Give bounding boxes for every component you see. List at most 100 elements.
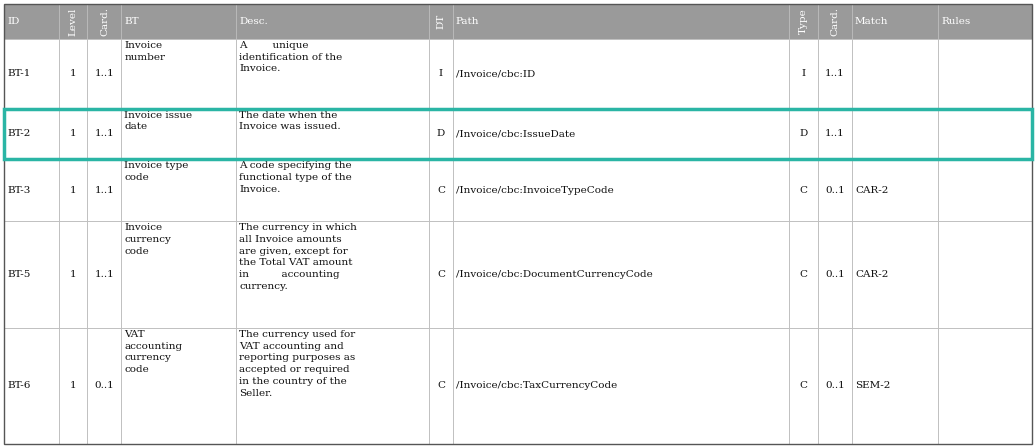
Bar (818, 109, 852, 159)
Bar (938, 159, 1032, 221)
Text: 1: 1 (69, 270, 77, 279)
Text: 0..1: 0..1 (94, 381, 114, 390)
Text: 1..1: 1..1 (94, 185, 114, 194)
Text: Match: Match (855, 17, 889, 26)
Text: Invoice
currency
code: Invoice currency code (124, 223, 171, 256)
Text: C: C (800, 381, 808, 390)
Bar (59, 327, 87, 444)
Text: I: I (802, 69, 806, 78)
Text: Invoice
number: Invoice number (124, 41, 166, 62)
Bar (87, 39, 121, 109)
Text: The currency used for
VAT accounting and
reporting purposes as
accepted or requi: The currency used for VAT accounting and… (239, 330, 355, 398)
Bar (236, 39, 429, 109)
Bar (789, 221, 818, 327)
Text: 1: 1 (69, 381, 77, 390)
Text: Desc.: Desc. (239, 17, 268, 26)
Bar (87, 221, 121, 327)
Text: 0..1: 0..1 (825, 381, 845, 390)
Bar (87, 109, 121, 159)
Text: D: D (437, 129, 445, 138)
Bar (938, 4, 1032, 39)
Text: 1..1: 1..1 (94, 69, 114, 78)
Bar (789, 4, 818, 39)
Text: C: C (800, 270, 808, 279)
Bar (429, 221, 453, 327)
Text: /Invoice/cbc:ID: /Invoice/cbc:ID (456, 69, 535, 78)
Text: 1..1: 1..1 (825, 129, 845, 138)
Text: BT-5: BT-5 (7, 270, 30, 279)
Text: 1..1: 1..1 (94, 270, 114, 279)
Bar (121, 327, 236, 444)
Bar (938, 39, 1032, 109)
Text: BT-3: BT-3 (7, 185, 30, 194)
Text: Type: Type (799, 9, 808, 34)
Bar (938, 109, 1032, 159)
Text: 1: 1 (69, 69, 77, 78)
Bar (453, 327, 789, 444)
Bar (818, 327, 852, 444)
Text: 0..1: 0..1 (825, 185, 845, 194)
Bar (789, 327, 818, 444)
Bar (121, 109, 236, 159)
Bar (453, 221, 789, 327)
Text: BT: BT (124, 17, 139, 26)
Bar (59, 159, 87, 221)
Bar (789, 159, 818, 221)
Bar (852, 39, 938, 109)
Bar (852, 109, 938, 159)
Text: 1..1: 1..1 (94, 129, 114, 138)
Bar (789, 39, 818, 109)
Text: Path: Path (456, 17, 480, 26)
Text: ID: ID (7, 17, 20, 26)
Text: A        unique
identification of the
Invoice.: A unique identification of the Invoice. (239, 41, 343, 73)
Bar (429, 4, 453, 39)
Bar (453, 159, 789, 221)
Bar (236, 109, 429, 159)
Bar (4, 4, 59, 39)
Bar (4, 109, 1032, 159)
Text: A code specifying the
functional type of the
Invoice.: A code specifying the functional type of… (239, 161, 352, 194)
Text: 1: 1 (69, 185, 77, 194)
Text: CAR-2: CAR-2 (855, 270, 888, 279)
Bar (236, 327, 429, 444)
Bar (4, 109, 59, 159)
Bar (429, 159, 453, 221)
Bar (59, 221, 87, 327)
Text: 1: 1 (69, 129, 77, 138)
Bar (87, 159, 121, 221)
Text: DT: DT (436, 14, 445, 29)
Bar (818, 4, 852, 39)
Text: C: C (437, 185, 445, 194)
Bar (4, 159, 59, 221)
Bar (121, 221, 236, 327)
Bar (236, 221, 429, 327)
Text: SEM-2: SEM-2 (855, 381, 890, 390)
Text: C: C (437, 270, 445, 279)
Text: C: C (800, 185, 808, 194)
Bar (852, 221, 938, 327)
Bar (852, 327, 938, 444)
Bar (121, 159, 236, 221)
Bar (121, 4, 236, 39)
Bar (818, 39, 852, 109)
Text: Invoice type
code: Invoice type code (124, 161, 189, 182)
Text: Card.: Card. (831, 7, 839, 36)
Text: Rules: Rules (941, 17, 971, 26)
Text: Level: Level (68, 7, 78, 36)
Text: BT-1: BT-1 (7, 69, 30, 78)
Bar (59, 109, 87, 159)
Bar (789, 109, 818, 159)
Bar (938, 221, 1032, 327)
Bar (4, 221, 59, 327)
Bar (59, 4, 87, 39)
Text: The currency in which
all Invoice amounts
are given, except for
the Total VAT am: The currency in which all Invoice amount… (239, 223, 357, 291)
Bar (121, 39, 236, 109)
Bar (938, 327, 1032, 444)
Bar (818, 159, 852, 221)
Bar (852, 159, 938, 221)
Text: 1..1: 1..1 (825, 69, 845, 78)
Text: VAT
accounting
currency
code: VAT accounting currency code (124, 330, 182, 374)
Bar (87, 327, 121, 444)
Text: D: D (800, 129, 808, 138)
Bar (4, 327, 59, 444)
